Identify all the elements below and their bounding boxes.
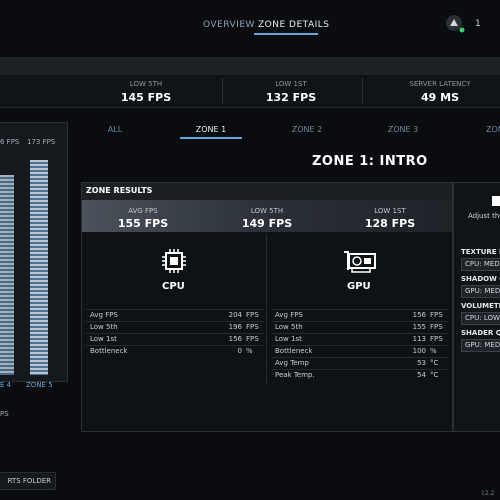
cpu-label: CPU	[162, 281, 185, 292]
summary-label: AVG FPS	[128, 207, 158, 215]
row-unit: FPS	[246, 335, 259, 343]
legend-text: PS	[0, 410, 9, 418]
nav-tab[interactable]: OVERVIEW	[203, 20, 255, 30]
summary-label: LOW 5TH	[250, 207, 284, 215]
row-line	[271, 333, 448, 334]
stat-value: 132 FPS	[265, 91, 317, 104]
settings-subtitle: Adjust the	[468, 212, 500, 220]
zone-title: ZONE 1: INTRO	[312, 154, 428, 169]
setting-select[interactable]: GPU: MED	[461, 285, 500, 298]
row-line	[271, 345, 448, 346]
bar-label: 173 FPS	[27, 138, 56, 146]
row-value: 0	[237, 347, 242, 355]
row-line	[86, 333, 264, 334]
zone-tab[interactable]: ZONE 2	[291, 125, 323, 134]
gpu-label: GPU	[347, 281, 371, 292]
gpu-icon	[344, 251, 376, 273]
zone-label: E 4	[0, 381, 12, 389]
row-label: Avg Temp	[275, 359, 309, 367]
divider	[266, 234, 267, 384]
row-value: 156	[412, 311, 426, 319]
row-line	[86, 345, 264, 346]
zone-tab[interactable]: ZONE	[486, 125, 500, 134]
row-line	[271, 369, 448, 370]
summary-value: 155 FPS	[117, 217, 169, 230]
summary-label: LOW 1ST	[374, 207, 406, 215]
stat-value: 49 MS	[420, 91, 459, 104]
row-unit: FPS	[430, 335, 443, 343]
summary-value: 128 FPS	[364, 217, 416, 230]
row-value: 156	[228, 335, 242, 343]
row-unit: FPS	[430, 311, 443, 319]
row-label: Low 5th	[90, 323, 118, 331]
divider	[362, 78, 363, 104]
folder-button[interactable]: RTS FOLDER	[0, 472, 56, 490]
settings-heading-fragment	[492, 196, 500, 206]
stat-label: LOW 5TH	[129, 80, 163, 88]
row-unit: °C	[430, 371, 439, 379]
row-label: Bottleneck	[90, 347, 128, 355]
row-line	[271, 321, 448, 322]
row-value: 155	[412, 323, 426, 331]
row-label: Low 1st	[275, 335, 302, 343]
results-title: ZONE RESULTS	[86, 186, 153, 195]
setting-label: VOLUMETR	[461, 302, 500, 310]
row-line	[86, 321, 264, 322]
row-unit: FPS	[430, 323, 443, 331]
nav-tab-active[interactable]: ZONE DETAILS	[258, 20, 330, 30]
summary-value: 149 FPS	[241, 217, 293, 230]
row-label: Low 5th	[275, 323, 303, 331]
row-value: 54	[417, 371, 426, 379]
stat-label: LOW 1ST	[275, 80, 307, 88]
row-value: 204	[228, 311, 242, 319]
row-value: 113	[412, 335, 426, 343]
header-strip	[0, 57, 500, 75]
setting-label: SHADOW Q	[461, 275, 500, 283]
row-unit: FPS	[246, 323, 259, 331]
profile-icon[interactable]	[445, 14, 465, 34]
badge: 1	[475, 19, 481, 29]
zone-tab[interactable]: ZONE 3	[387, 125, 419, 134]
summary-row	[82, 200, 452, 232]
results-header	[82, 183, 452, 200]
nav-underline	[254, 33, 318, 35]
zone-bar	[0, 175, 14, 375]
row-value: 196	[228, 323, 242, 331]
row-label: Avg FPS	[90, 311, 118, 319]
divider	[222, 78, 223, 104]
row-label: Low 1st	[90, 335, 117, 343]
row-unit: %	[430, 347, 437, 355]
stat-label: SERVER LATENCY	[409, 80, 471, 88]
row-value: 100	[412, 347, 426, 355]
stat-value: 145 FPS	[120, 91, 172, 104]
stats-bar	[0, 75, 500, 108]
tab-underline	[180, 137, 242, 139]
row-value: 53	[417, 359, 426, 367]
zone-tab[interactable]: ALL	[107, 125, 123, 134]
zone-label: ZONE 5	[26, 381, 53, 389]
row-line	[271, 357, 448, 358]
row-label: Bottleneck	[275, 347, 313, 355]
setting-select[interactable]: CPU: LOW	[461, 312, 500, 325]
row-label: Peak Temp.	[275, 371, 315, 379]
cpu-icon	[162, 249, 186, 273]
row-label: Avg FPS	[275, 311, 303, 319]
settings-panel	[453, 182, 500, 432]
row-line	[86, 309, 264, 310]
bar-label: 6 FPS	[0, 138, 20, 146]
row-line	[271, 309, 448, 310]
version: 12.2	[481, 490, 495, 497]
setting-select[interactable]: GPU: MED	[461, 339, 500, 352]
setting-select[interactable]: CPU: MED	[461, 258, 500, 271]
row-unit: FPS	[246, 311, 259, 319]
zone-tab-active[interactable]: ZONE 1	[195, 125, 227, 134]
setting-label: TEXTURE F	[461, 248, 500, 256]
row-unit: °C	[430, 359, 439, 367]
zone-bar	[30, 160, 48, 375]
setting-label: SHADER QU	[461, 329, 500, 337]
row-unit: %	[246, 347, 253, 355]
